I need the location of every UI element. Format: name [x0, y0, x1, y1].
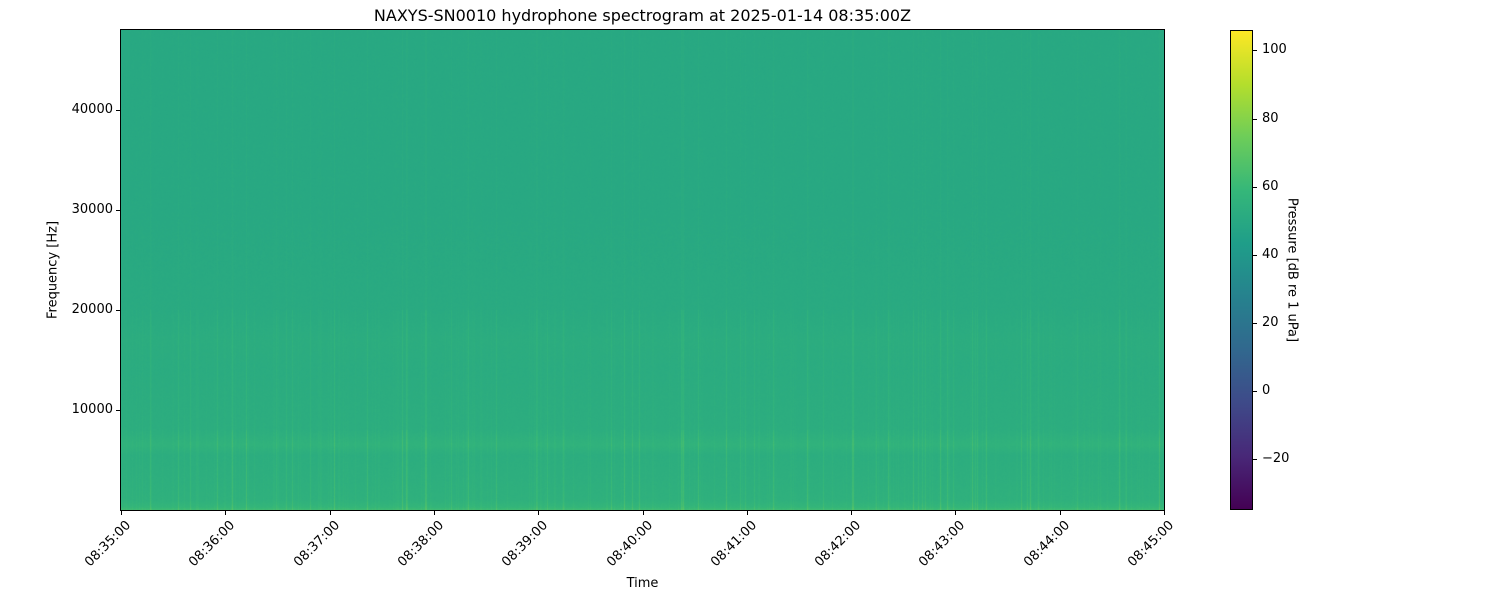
x-tick-mark	[746, 510, 748, 515]
y-tick-label: 40000	[71, 102, 113, 117]
colorbar-tick-mark	[1253, 458, 1257, 460]
colorbar-tick-label: 80	[1262, 110, 1279, 126]
colorbar-tick-label: 40	[1262, 246, 1279, 262]
colorbar-tick-mark	[1253, 390, 1257, 392]
x-tick-mark	[1164, 510, 1165, 515]
y-tick-mark	[116, 310, 121, 311]
colorbar-tick-mark	[1253, 254, 1257, 256]
colorbar-tick-mark	[1253, 322, 1257, 324]
x-tick-label: 08:42:00	[812, 518, 865, 570]
spectrogram-heatmap	[121, 30, 1164, 510]
colorbar	[1230, 30, 1253, 510]
axes-frame	[120, 29, 1165, 511]
x-tick-mark	[121, 510, 122, 515]
x-tick-label: 08:44:00	[1020, 518, 1073, 570]
x-tick-mark	[1059, 510, 1061, 515]
colorbar-label: Pressure [dB re 1 uPa]	[1284, 197, 1300, 343]
x-tick-label: 08:38:00	[394, 518, 447, 570]
colorbar-tick-label: 20	[1262, 314, 1279, 330]
y-tick-label: 30000	[71, 202, 113, 217]
colorbar-tick-mark	[1253, 118, 1257, 120]
x-tick-mark	[955, 510, 957, 515]
x-tick-mark	[225, 510, 227, 515]
colorbar-tick-label: −20	[1262, 450, 1290, 466]
colorbar-tick-label: 0	[1262, 382, 1271, 398]
x-axis-label: Time	[626, 576, 659, 591]
x-tick-mark	[433, 510, 435, 515]
x-tick-mark	[851, 510, 853, 515]
colorbar-tick-mark	[1253, 186, 1257, 188]
y-tick-label: 10000	[71, 402, 113, 417]
x-tick-label: 08:35:00	[82, 518, 134, 570]
y-tick-mark	[116, 210, 121, 211]
x-tick-mark	[642, 510, 644, 515]
colorbar-tick-label: 100	[1262, 42, 1287, 58]
y-tick-mark	[116, 110, 121, 111]
x-tick-label: 08:36:00	[186, 518, 239, 570]
colorbar-tick-mark	[1253, 50, 1257, 52]
x-tick-mark	[329, 510, 331, 515]
chart-title: NAXYS-SN0010 hydrophone spectrogram at 2…	[373, 6, 912, 25]
x-tick-label: 08:37:00	[290, 518, 343, 570]
colorbar-tick-label: 60	[1262, 178, 1279, 194]
x-tick-label: 08:43:00	[916, 518, 969, 570]
y-axis-label: Frequency [Hz]	[45, 220, 61, 320]
y-tick-label: 20000	[71, 302, 113, 317]
x-tick-label: 08:40:00	[603, 518, 656, 570]
y-tick-mark	[116, 410, 121, 411]
x-tick-label: 08:41:00	[707, 518, 760, 570]
x-tick-label: 08:39:00	[499, 518, 552, 570]
x-tick-mark	[538, 510, 540, 515]
spectrogram-plot-area	[121, 30, 1164, 510]
x-tick-label: 08:45:00	[1125, 518, 1177, 570]
